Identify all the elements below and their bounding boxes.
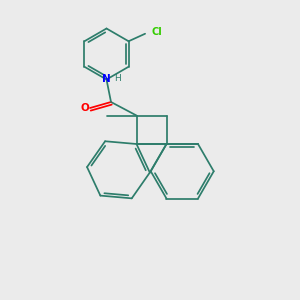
Text: O: O: [80, 103, 89, 113]
Text: Cl: Cl: [152, 27, 162, 37]
Text: H: H: [114, 74, 121, 83]
Text: N: N: [101, 74, 110, 85]
